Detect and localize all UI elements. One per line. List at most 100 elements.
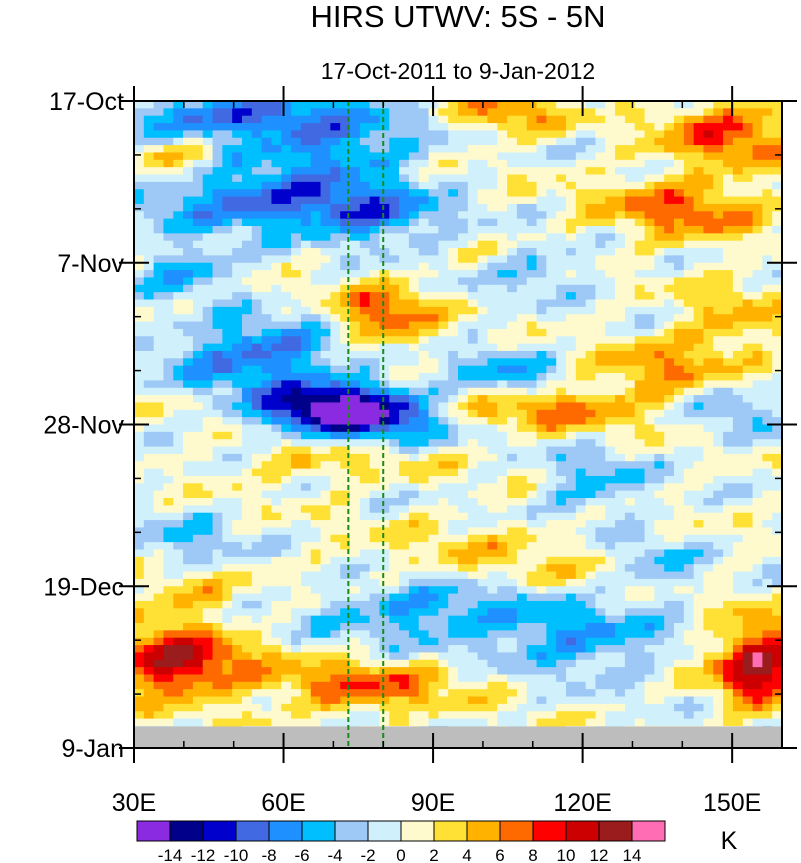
field-cell: [575, 130, 587, 139]
field-cell: [143, 115, 155, 124]
field-cell: [546, 424, 557, 433]
field-cell: [153, 571, 165, 580]
field-cell: [664, 395, 675, 404]
field-cell: [340, 387, 351, 396]
field-cell: [566, 615, 577, 624]
field-cell: [271, 556, 282, 565]
field-cell: [163, 498, 174, 506]
field-cell: [546, 181, 557, 190]
field-cell: [183, 608, 194, 617]
field-cell: [723, 137, 734, 146]
field-cell: [693, 270, 705, 279]
field-cell: [624, 137, 636, 146]
field-cell: [723, 571, 734, 580]
field-cell: [271, 586, 282, 595]
field-cell: [153, 240, 165, 249]
field-cell: [772, 637, 782, 646]
field-cell: [683, 593, 695, 602]
field-cell: [300, 586, 312, 595]
field-cell: [497, 336, 508, 345]
field-cell: [418, 395, 430, 404]
field-cell: [428, 490, 439, 499]
field-cell: [232, 203, 243, 212]
field-cell: [605, 152, 616, 161]
field-cell: [644, 306, 655, 315]
field-cell: [772, 211, 782, 220]
field-cell: [212, 475, 223, 484]
field-cell: [379, 203, 390, 212]
field-cell: [683, 262, 695, 271]
field-cell: [408, 373, 420, 381]
field-cell: [340, 277, 351, 286]
field-cell: [192, 152, 204, 161]
field-cell: [202, 277, 214, 286]
field-cell: [605, 461, 616, 470]
field-cell: [369, 571, 381, 580]
field-cell: [664, 505, 675, 514]
field-cell: [732, 564, 744, 573]
field-cell: [477, 461, 489, 470]
field-cell: [428, 181, 439, 190]
field-cell: [389, 350, 400, 359]
field-cell: [752, 483, 763, 492]
field-cell: [261, 615, 273, 624]
field-cell: [418, 174, 430, 183]
field-cell: [448, 424, 459, 433]
field-cell: [192, 534, 204, 543]
field-cell: [752, 505, 763, 514]
field-cell: [624, 571, 636, 580]
field-cell: [624, 306, 636, 315]
field-cell: [742, 203, 754, 212]
field-cell: [448, 409, 459, 418]
field-cell: [497, 571, 508, 580]
field-cell: [752, 395, 763, 404]
field-cell: [624, 270, 636, 279]
field-cell: [595, 328, 606, 337]
field-cell: [448, 615, 459, 624]
field-cell: [143, 424, 155, 433]
field-cell: [497, 461, 508, 470]
field-cell: [566, 586, 577, 595]
field-cell: [742, 123, 754, 132]
field-cell: [143, 600, 155, 609]
field-cell: [359, 211, 371, 220]
field-cell: [546, 292, 557, 301]
field-cell: [703, 402, 714, 411]
field-cell: [232, 490, 243, 499]
field-cell: [408, 380, 420, 389]
field-cell: [320, 409, 331, 418]
field-cell: [516, 196, 528, 205]
field-cell: [683, 343, 695, 352]
field-cell: [516, 549, 528, 558]
field-cell: [674, 373, 685, 381]
field-cell: [762, 534, 773, 543]
field-cell: [762, 365, 773, 374]
field-cell: [379, 424, 390, 433]
field-cell: [664, 159, 675, 168]
field-cell: [742, 174, 754, 183]
field-cell: [634, 328, 646, 337]
field-cell: [497, 475, 508, 484]
field-cell: [507, 586, 518, 595]
field-cell: [644, 255, 655, 264]
field-cell: [458, 373, 469, 381]
field-cell: [428, 505, 439, 514]
field-cell: [428, 233, 439, 242]
field-cell: [723, 255, 734, 264]
field-cell: [703, 211, 714, 220]
field-cell: [153, 181, 165, 190]
field-cell: [143, 527, 155, 536]
field-cell: [271, 203, 282, 212]
field-cell: [271, 101, 282, 109]
field-cell: [458, 542, 469, 551]
field-cell: [556, 615, 567, 624]
field-cell: [585, 556, 597, 565]
field-cell: [703, 483, 714, 492]
field-cell: [242, 586, 253, 595]
field-cell: [703, 534, 714, 543]
field-cell: [742, 395, 754, 404]
field-cell: [300, 314, 312, 323]
field-cell: [497, 564, 508, 573]
field-cell: [664, 225, 675, 234]
field-cell: [310, 380, 322, 389]
